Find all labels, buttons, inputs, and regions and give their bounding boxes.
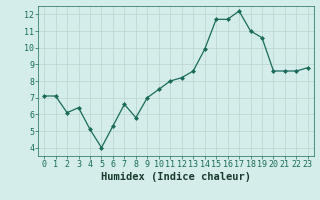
X-axis label: Humidex (Indice chaleur): Humidex (Indice chaleur): [101, 172, 251, 182]
